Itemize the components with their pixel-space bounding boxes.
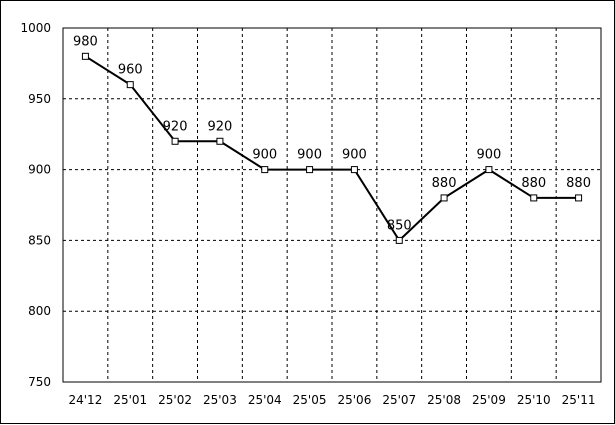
- x-tick-label: 25'08: [427, 393, 461, 407]
- data-label: 920: [163, 119, 188, 134]
- data-point-marker: [395, 236, 403, 244]
- data-label: 880: [432, 176, 457, 191]
- x-tick-label: 25'06: [337, 393, 371, 407]
- y-tick-label: 1000: [20, 21, 51, 35]
- plot-area-border: [62, 27, 602, 383]
- data-label: 900: [297, 148, 322, 163]
- x-tick-label: 25'09: [472, 393, 506, 407]
- data-point-marker: [440, 194, 448, 202]
- data-point-marker: [81, 52, 89, 60]
- y-axis-tick-labels: 750 800 850 900 950 1000: [20, 21, 51, 389]
- data-label: 850: [387, 218, 412, 233]
- data-label: 900: [477, 148, 502, 163]
- series-line: [84, 55, 579, 242]
- y-tick-label: 900: [28, 163, 51, 177]
- data-label: 980: [73, 34, 98, 49]
- data-label: 900: [342, 148, 367, 163]
- x-tick-label: 25'02: [158, 393, 192, 407]
- grid-lines: [63, 28, 601, 382]
- data-label: 880: [521, 176, 546, 191]
- x-tick-label: 25'07: [382, 393, 416, 407]
- y-tick-label: 750: [28, 375, 51, 389]
- data-point-marker: [171, 137, 179, 145]
- data-point-marker: [350, 166, 358, 174]
- data-point-marker: [126, 81, 134, 89]
- data-point-marker: [216, 137, 224, 145]
- x-tick-label: 25'04: [248, 393, 282, 407]
- data-label: 920: [208, 119, 233, 134]
- x-tick-label: 25'03: [203, 393, 237, 407]
- data-point-marker: [306, 166, 314, 174]
- y-tick-label: 850: [28, 233, 51, 247]
- data-point-marker: [530, 194, 538, 202]
- data-label: 960: [118, 63, 143, 78]
- data-label: 880: [566, 176, 591, 191]
- data-point-marker: [575, 194, 583, 202]
- y-tick-label: 950: [28, 92, 51, 106]
- data-point-marker: [261, 166, 269, 174]
- data-series: [81, 52, 583, 244]
- x-axis-tick-labels: 24'12 25'01 25'02 25'03 25'04 25'05 25'06 25'07…: [68, 393, 595, 407]
- x-tick-label: 25'10: [517, 393, 551, 407]
- x-tick-label: 25'01: [113, 393, 147, 407]
- data-labels: 980 960 920 920 900 900 900 850 880 900 880 880: [73, 34, 591, 233]
- data-label: 900: [252, 148, 277, 163]
- x-tick-label: 25'11: [562, 393, 596, 407]
- x-tick-label: 24'12: [68, 393, 102, 407]
- data-point-marker: [485, 166, 493, 174]
- y-tick-label: 800: [28, 304, 51, 318]
- x-tick-label: 25'05: [293, 393, 327, 407]
